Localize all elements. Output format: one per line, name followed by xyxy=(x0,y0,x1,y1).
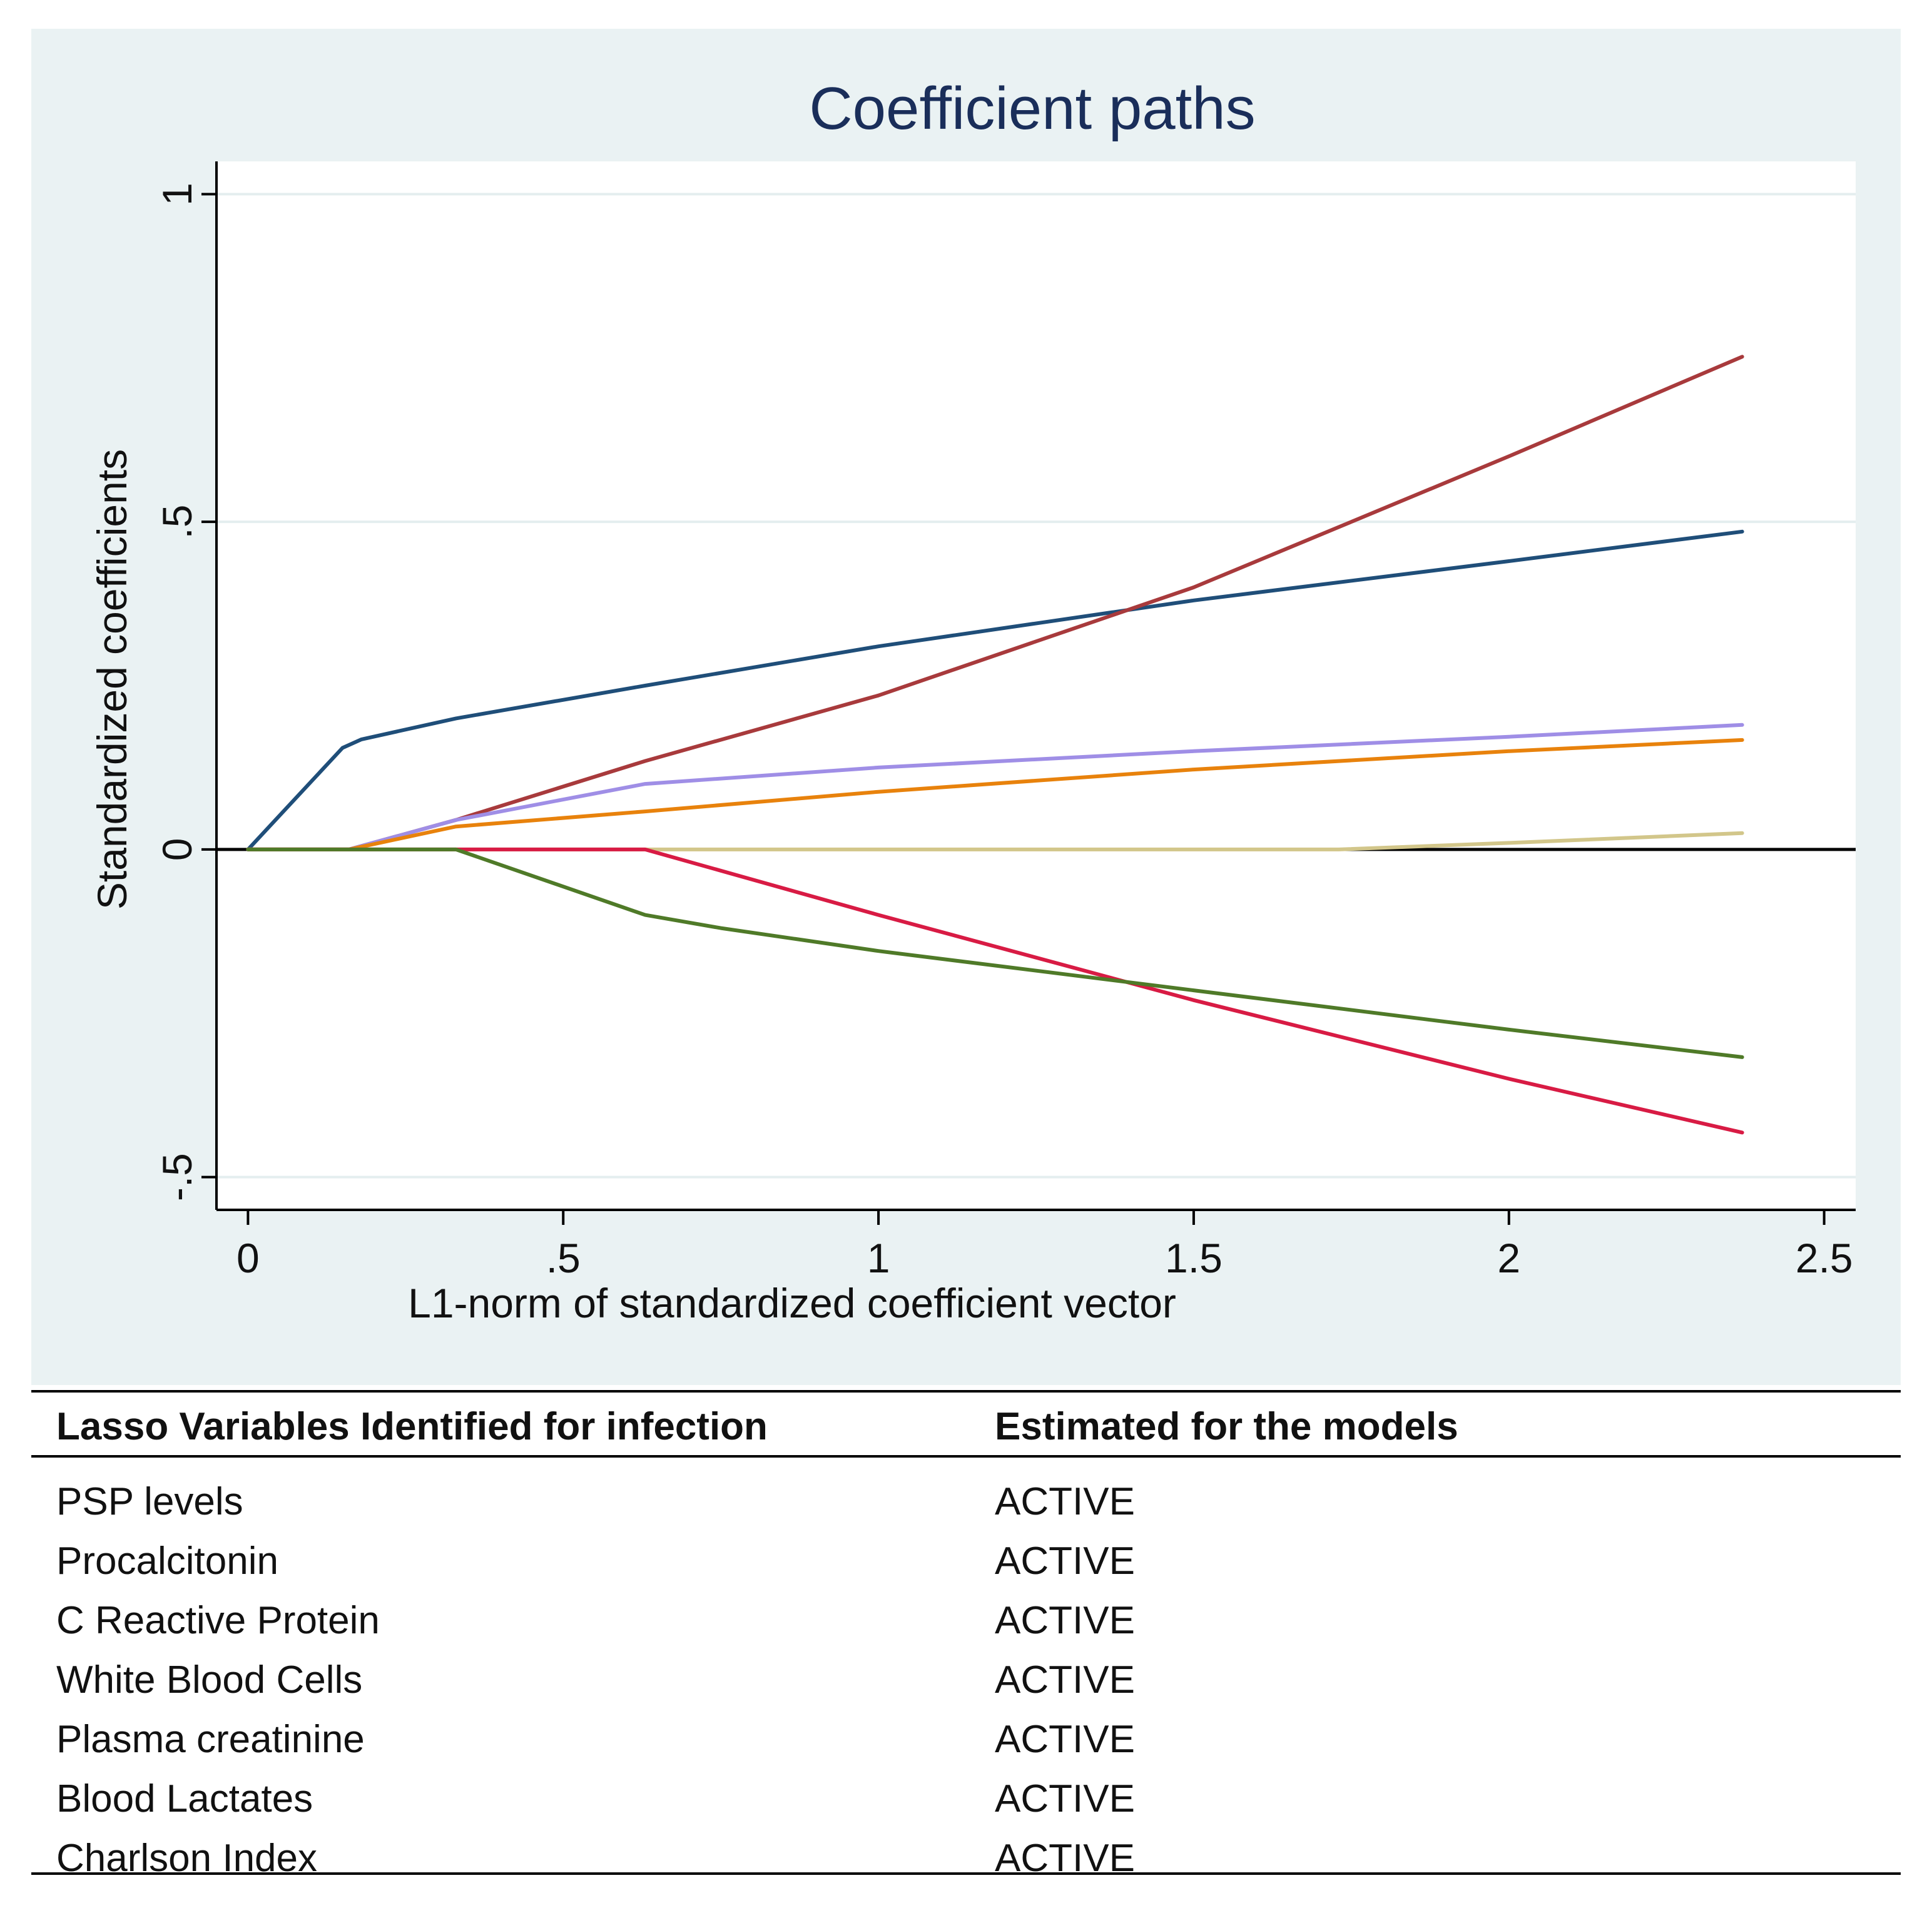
table-cell-status: ACTIVE xyxy=(995,1777,1135,1820)
table-cell-status: ACTIVE xyxy=(995,1480,1135,1523)
path-series-6 xyxy=(246,847,1744,1135)
axis-layer: 0 .5 1 1.5 2 2.5 -.5 0 .5 1 xyxy=(154,161,1856,1281)
chart-panel: Coefficient paths 0 .5 1 1.5 2 2.5 -.5 0 .5 1 L1-… xyxy=(31,29,1901,1385)
table-cell-status: ACTIVE xyxy=(995,1540,1135,1583)
path-series-7 xyxy=(246,847,1744,1059)
table-cell-variable: Procalcitonin xyxy=(56,1540,278,1583)
plot-area xyxy=(216,161,1856,1210)
x-tick-label: 2 xyxy=(1497,1235,1520,1281)
table-cell-variable: PSP levels xyxy=(56,1480,243,1523)
series-layer xyxy=(246,355,1744,1135)
path-series-1 xyxy=(246,529,1744,851)
y-tick-label: .5 xyxy=(154,505,200,539)
table-header-rule xyxy=(31,1455,1901,1458)
table-cell-variable: Blood Lactates xyxy=(56,1777,313,1820)
y-tick-label: 1 xyxy=(154,183,200,206)
table-cell-variable: Charlson Index xyxy=(56,1837,318,1880)
table-header-estimated: Estimated for the models xyxy=(995,1405,1458,1448)
path-series-5 xyxy=(246,831,1744,851)
table-cell-status: ACTIVE xyxy=(995,1658,1135,1702)
table-bottom-rule xyxy=(31,1872,1901,1875)
table-cell-variable: C Reactive Protein xyxy=(56,1599,380,1642)
x-tick-label: 1 xyxy=(867,1235,890,1281)
y-tick-label: 0 xyxy=(154,838,200,861)
x-axis-label: L1-norm of standardized coefficient vect… xyxy=(408,1280,1176,1326)
table-cell-variable: Plasma creatinine xyxy=(56,1718,365,1761)
table-cell-status: ACTIVE xyxy=(995,1718,1135,1761)
table-header-variables: Lasso Variables Identified for infection xyxy=(56,1405,768,1448)
y-axis-label: Standardized coefficients xyxy=(89,449,135,910)
x-tick-label: 2.5 xyxy=(1796,1235,1853,1281)
path-series-4 xyxy=(246,738,1744,851)
table-cell-status: ACTIVE xyxy=(995,1837,1135,1880)
x-tick-label: .5 xyxy=(546,1235,581,1281)
table-top-rule xyxy=(31,1390,1901,1393)
chart-title: Coefficient paths xyxy=(809,75,1255,142)
coefficient-paths-chart: Coefficient paths 0 .5 1 1.5 2 2.5 -.5 0 .5 1 L1-… xyxy=(89,75,1856,1326)
x-tick-label: 0 xyxy=(236,1235,260,1281)
y-tick-label: -.5 xyxy=(154,1153,200,1201)
table-cell-status: ACTIVE xyxy=(995,1599,1135,1642)
table-cell-variable: White Blood Cells xyxy=(56,1658,363,1702)
x-tick-label: 1.5 xyxy=(1165,1235,1223,1281)
